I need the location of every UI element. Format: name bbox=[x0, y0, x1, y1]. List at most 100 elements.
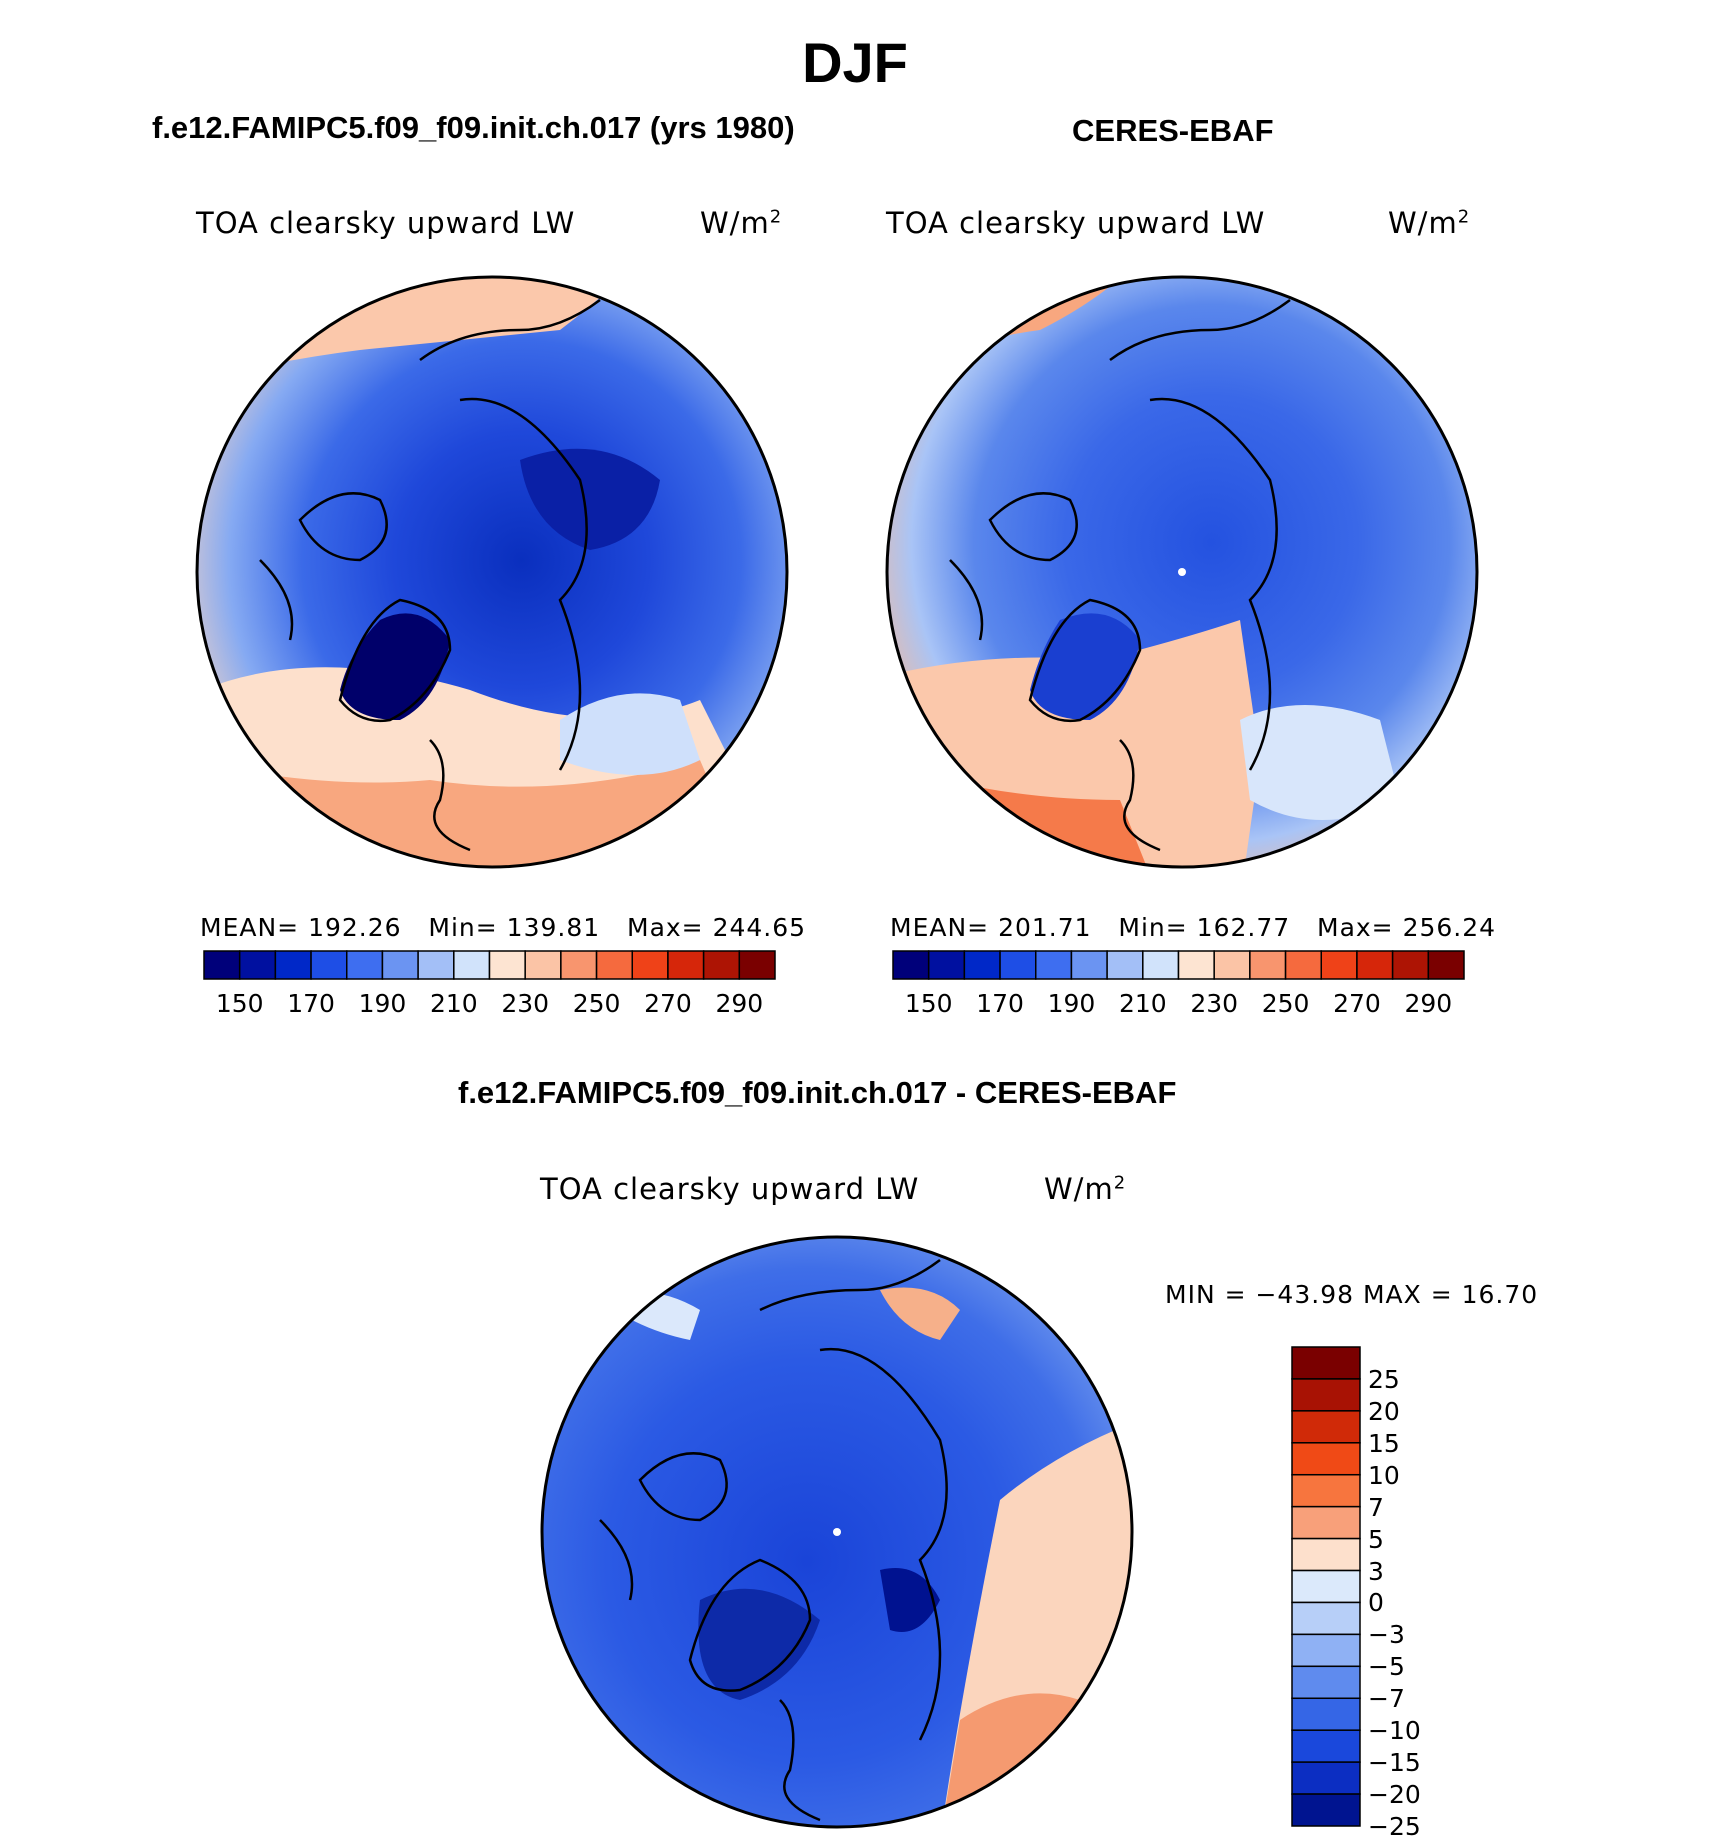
colorbar-model-swatch bbox=[417, 950, 455, 980]
coastlines-model bbox=[259, 298, 601, 852]
colorbar-model-tick-label: 190 bbox=[358, 989, 407, 1018]
panel-title-obs: CERES-EBAF bbox=[1072, 113, 1274, 148]
colorbar-obs-tick-label: 230 bbox=[1190, 989, 1239, 1018]
colorbar-model-swatch bbox=[310, 950, 348, 980]
colorbar-obs-swatch bbox=[892, 950, 930, 980]
colorbar-diff-swatch bbox=[1291, 1378, 1361, 1412]
colorbar-model-swatch bbox=[595, 950, 633, 980]
colorbar-diff-swatch bbox=[1291, 1793, 1361, 1827]
colorbar-model-swatch bbox=[738, 950, 776, 980]
colorbar-model-tick-label: 290 bbox=[715, 989, 764, 1018]
colorbar-diff-swatch bbox=[1291, 1569, 1361, 1604]
units-model: W/m2 bbox=[700, 206, 783, 240]
colorbar-diff-swatch bbox=[1291, 1346, 1361, 1380]
colorbar-diff-swatch bbox=[1291, 1410, 1361, 1444]
map-diff bbox=[540, 1235, 1134, 1829]
colorbar-obs-swatch bbox=[1391, 950, 1430, 980]
colorbar-obs-swatch bbox=[1106, 950, 1144, 980]
colorbar-model bbox=[203, 950, 776, 980]
colorbar-obs-swatch bbox=[1035, 950, 1073, 980]
units-diff: W/m2 bbox=[1044, 1172, 1127, 1206]
colorbar-obs-swatch bbox=[1284, 950, 1322, 980]
colorbar-diff-tick-label: −25 bbox=[1368, 1812, 1421, 1841]
main-title: DJF bbox=[802, 31, 908, 94]
coastlines-diff bbox=[599, 1258, 948, 1822]
colorbar-diff-tick-label: −15 bbox=[1368, 1748, 1421, 1778]
colorbar-diff-tick-label: 3 bbox=[1368, 1556, 1384, 1586]
colorbar-model-swatch bbox=[381, 950, 419, 980]
colorbar-obs-swatch bbox=[1356, 950, 1394, 980]
colorbar-model-tick-label: 150 bbox=[215, 989, 264, 1018]
colorbar-model-swatch bbox=[702, 950, 741, 980]
var-label-obs: TOA clearsky upward LW bbox=[886, 206, 1266, 240]
colorbar-obs-swatch bbox=[999, 950, 1037, 980]
colorbar-obs-swatch bbox=[1427, 950, 1465, 980]
colorbar-obs-tick-label: 170 bbox=[976, 989, 1024, 1018]
colorbar-model-swatch bbox=[346, 950, 384, 980]
colorbar-obs-swatch bbox=[1070, 950, 1108, 980]
colorbar-obs-swatch bbox=[1142, 950, 1180, 980]
colorbar-diff-tick-label: 15 bbox=[1368, 1428, 1400, 1458]
colorbar-diff-swatch bbox=[1291, 1633, 1361, 1668]
colorbar-obs-swatch bbox=[1320, 950, 1358, 980]
var-label-diff: TOA clearsky upward LW bbox=[540, 1172, 920, 1206]
colorbar-diff-swatch bbox=[1291, 1697, 1361, 1731]
map-model bbox=[195, 275, 789, 869]
colorbar-diff-tick-label: −20 bbox=[1368, 1780, 1421, 1810]
colorbar-model-tick-label: 210 bbox=[429, 989, 478, 1018]
colorbar-model-swatch bbox=[667, 950, 705, 980]
colorbar-obs-tick-label: 270 bbox=[1333, 989, 1381, 1018]
diff-minmax: MIN = −43.98 MAX = 16.70 bbox=[1165, 1280, 1539, 1309]
colorbar-obs-swatch bbox=[927, 950, 966, 980]
colorbar-model-swatch bbox=[274, 950, 312, 980]
colorbar-diff-swatch bbox=[1291, 1442, 1361, 1476]
colorbar-obs-swatch bbox=[963, 950, 1001, 980]
colorbar-model-swatch bbox=[524, 950, 562, 980]
colorbar-diff-tick-label: −7 bbox=[1368, 1684, 1405, 1714]
coastlines-obs bbox=[949, 298, 1291, 852]
colorbar-diff-tick-label: −5 bbox=[1368, 1652, 1405, 1682]
colorbar-diff-swatch bbox=[1291, 1729, 1361, 1763]
colorbar-model-swatch bbox=[488, 950, 526, 980]
colorbar-obs-swatch bbox=[1249, 950, 1287, 980]
colorbar-diff-swatch bbox=[1291, 1761, 1361, 1795]
colorbar-model-tick-label: 250 bbox=[572, 989, 621, 1018]
units-obs: W/m2 bbox=[1388, 206, 1471, 240]
colorbar-diff-tick-label: 7 bbox=[1368, 1492, 1384, 1522]
colorbar-obs-tick-label: 250 bbox=[1261, 989, 1310, 1018]
diff-title: f.e12.FAMIPC5.f09_f09.init.ch.017 - CERE… bbox=[458, 1075, 1177, 1110]
colorbar-obs-tick-label: 290 bbox=[1404, 989, 1453, 1018]
colorbar-model-swatch bbox=[203, 950, 241, 980]
colorbar-diff bbox=[1291, 1346, 1361, 1827]
colorbar-diff-tick-label: 5 bbox=[1368, 1524, 1384, 1554]
colorbar-diff-tick-label: −3 bbox=[1368, 1620, 1405, 1650]
panel-title-model: f.e12.FAMIPC5.f09_f09.init.ch.017 (yrs 1… bbox=[152, 110, 795, 145]
colorbar-diff-swatch bbox=[1291, 1505, 1361, 1540]
var-label-model: TOA clearsky upward LW bbox=[196, 206, 576, 240]
colorbar-obs-swatch bbox=[1213, 950, 1251, 980]
colorbar-obs bbox=[892, 950, 1465, 980]
colorbar-obs-tick-label: 150 bbox=[904, 989, 953, 1018]
colorbar-model-swatch bbox=[453, 950, 491, 980]
colorbar-diff-swatch bbox=[1291, 1665, 1361, 1700]
colorbar-model-swatch bbox=[238, 950, 277, 980]
colorbar-obs-tick-label: 190 bbox=[1047, 989, 1096, 1018]
colorbar-model-swatch bbox=[560, 950, 598, 980]
stats-obs: MEAN= 201.71 Min= 162.77 Max= 256.24 bbox=[890, 913, 1497, 942]
map-obs bbox=[885, 275, 1479, 869]
colorbar-obs-tick-label: 210 bbox=[1118, 989, 1167, 1018]
colorbar-obs-swatch bbox=[1177, 950, 1215, 980]
colorbar-diff-tick-label: −10 bbox=[1368, 1716, 1421, 1746]
colorbar-diff-tick-label: 10 bbox=[1368, 1460, 1400, 1490]
colorbar-diff-swatch bbox=[1291, 1473, 1361, 1508]
colorbar-model-tick-label: 230 bbox=[501, 989, 550, 1018]
colorbar-diff-tick-label: 0 bbox=[1368, 1588, 1384, 1618]
colorbar-model-tick-label: 270 bbox=[644, 989, 692, 1018]
colorbar-diff-tick-label: 20 bbox=[1368, 1396, 1400, 1426]
colorbar-diff-swatch bbox=[1291, 1537, 1361, 1572]
colorbar-model-swatch bbox=[631, 950, 669, 980]
colorbar-model-tick-label: 170 bbox=[287, 989, 335, 1018]
colorbar-diff-swatch bbox=[1291, 1601, 1361, 1636]
colorbar-diff-tick-label: 25 bbox=[1368, 1364, 1400, 1394]
